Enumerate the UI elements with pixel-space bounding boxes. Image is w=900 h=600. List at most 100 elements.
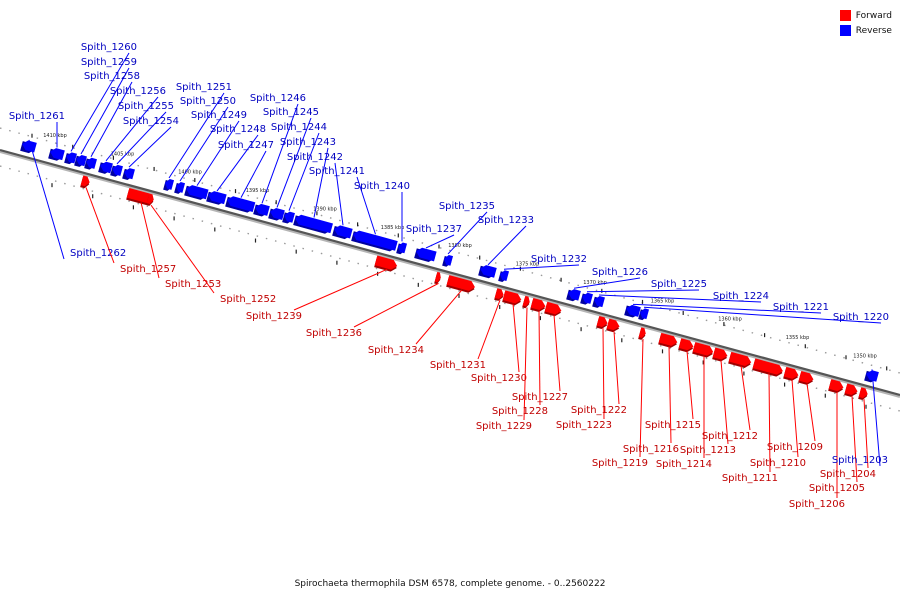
gene-label: Spith_1241 bbox=[309, 166, 365, 177]
reverse-arrow bbox=[176, 182, 186, 193]
leader-line bbox=[276, 117, 312, 208]
gene-label: Spith_1242 bbox=[287, 152, 343, 163]
gene-spith-1228 bbox=[530, 297, 546, 312]
gene-label: Spith_1234 bbox=[368, 345, 424, 356]
scale-tick-label: 1380 kbp bbox=[448, 243, 472, 249]
reverse-arrow bbox=[186, 185, 209, 200]
gene-spith-1204 bbox=[858, 387, 868, 401]
reverse-arrow bbox=[626, 304, 641, 317]
gene-spith-1234 bbox=[446, 275, 476, 293]
leader-line bbox=[523, 307, 528, 421]
reverse-arrow bbox=[334, 225, 353, 239]
gene-label: Spith_1261 bbox=[9, 111, 65, 122]
leader-line bbox=[28, 139, 65, 260]
gene-label: Spith_1249 bbox=[191, 110, 247, 121]
scale-tick-label: 1405 kbp bbox=[111, 151, 135, 157]
gene-spith-1247 bbox=[225, 196, 256, 213]
gene-spith-1211 bbox=[752, 358, 783, 377]
gene-label: Spith_1206 bbox=[789, 499, 845, 510]
gene-label: Spith_1204 bbox=[820, 469, 876, 480]
forward-arrow bbox=[494, 288, 504, 300]
gene-spith-1223 bbox=[596, 315, 608, 329]
legend-forward-label: Forward bbox=[855, 10, 892, 21]
leader-line bbox=[261, 103, 299, 204]
leader-line bbox=[356, 176, 376, 235]
scale-tick-label: 1365 kbp bbox=[651, 298, 675, 304]
gene-label: Spith_1229 bbox=[476, 421, 532, 432]
scale-tick-label: 1395 kbp bbox=[246, 188, 270, 194]
gene-label: Spith_1209 bbox=[767, 442, 823, 453]
reverse-arrow bbox=[568, 289, 581, 301]
forward-arrow bbox=[374, 255, 398, 270]
leader-line bbox=[80, 67, 130, 155]
reverse-arrow bbox=[353, 230, 398, 251]
gene-label: Spith_1262 bbox=[70, 248, 126, 259]
forward-arrow bbox=[844, 383, 858, 395]
reverse-arrow bbox=[255, 203, 270, 216]
leader-line bbox=[863, 399, 869, 469]
gene-spith-1240 bbox=[396, 242, 408, 255]
leader-line bbox=[216, 134, 259, 192]
gene-spith-1248 bbox=[206, 191, 227, 205]
forward-arrow bbox=[434, 271, 441, 283]
leader-line bbox=[851, 395, 858, 483]
gene-label: Spith_1258 bbox=[84, 71, 140, 82]
gene-label: Spith_1231 bbox=[430, 360, 486, 371]
forward-arrow bbox=[752, 358, 783, 375]
leader-line bbox=[240, 150, 267, 198]
reverse-arrow bbox=[640, 308, 650, 320]
gene-label: Spith_1210 bbox=[750, 458, 806, 469]
forward-arrow bbox=[712, 347, 728, 360]
leader-line bbox=[140, 202, 160, 279]
gene-label: Spith_1251 bbox=[176, 82, 232, 93]
legend: Forward Reverse bbox=[839, 8, 892, 38]
gene-label: Spith_1221 bbox=[773, 302, 829, 313]
leader-line bbox=[553, 314, 561, 392]
gene-spith-1227 bbox=[544, 301, 562, 317]
leader-line bbox=[598, 294, 762, 303]
forward-arrow bbox=[828, 379, 844, 392]
leader-line bbox=[768, 373, 771, 473]
forward-arrow bbox=[658, 332, 678, 346]
gene-spith-1260 bbox=[64, 152, 77, 165]
reverse-arrow bbox=[50, 148, 65, 161]
leader-line bbox=[871, 369, 881, 467]
gene-spith-1259 bbox=[74, 155, 87, 167]
leader-line bbox=[150, 204, 215, 294]
leader-line bbox=[791, 379, 799, 458]
gene-spith-1243 bbox=[293, 214, 333, 234]
scale-ticks: 1410 kbp 1405 kbp 1400 kbp 1395 kbp 1390 kbp… bbox=[43, 133, 877, 360]
gene-spith-1257 bbox=[80, 175, 90, 189]
gene-label: Spith_1250 bbox=[180, 96, 236, 107]
gene-spith-1230 bbox=[502, 290, 522, 306]
leader-line bbox=[668, 346, 672, 444]
gene-spith-1244 bbox=[282, 211, 295, 224]
forward-arrow bbox=[502, 290, 522, 304]
leader-line bbox=[512, 303, 520, 373]
forward-arrow bbox=[783, 366, 799, 379]
gene-label: Spith_1253 bbox=[165, 279, 221, 290]
scale-tick-label: 1400 kbp bbox=[178, 170, 202, 176]
leader-line bbox=[293, 268, 388, 311]
gene-spith-1225 bbox=[580, 292, 593, 305]
forward-arrow bbox=[638, 327, 646, 338]
reverse-arrow bbox=[22, 140, 37, 153]
guide-lines bbox=[0, 127, 900, 412]
forward-arrow bbox=[606, 318, 620, 331]
leader-line bbox=[477, 299, 501, 360]
gene-spith-1245 bbox=[268, 207, 285, 221]
leader-line bbox=[116, 111, 167, 165]
leader-line bbox=[353, 282, 439, 328]
gene-spith-1210 bbox=[783, 366, 799, 381]
scale-tick-label: 1355 kbp bbox=[786, 335, 810, 341]
gene-spith-1222 bbox=[606, 318, 620, 333]
reverse-arrow bbox=[227, 196, 256, 212]
gene-spith-1226 bbox=[566, 289, 581, 302]
gene-spith-1249 bbox=[184, 185, 209, 200]
reverse-arrow bbox=[112, 164, 123, 176]
leader-line bbox=[806, 383, 816, 442]
leader-line bbox=[90, 81, 133, 158]
leader-line bbox=[720, 360, 729, 445]
gene-spith-1206 bbox=[828, 379, 844, 394]
gene-label: Spith_1252 bbox=[220, 294, 276, 305]
